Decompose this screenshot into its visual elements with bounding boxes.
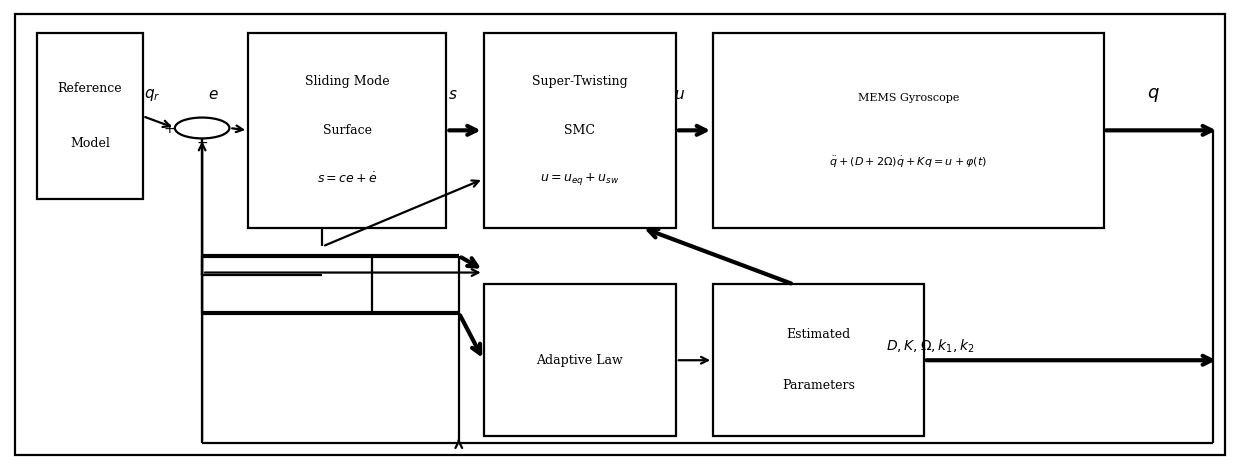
Text: MEMS Gyroscope: MEMS Gyroscope [858, 93, 959, 103]
Bar [713, 33, 1104, 228]
Bar [713, 284, 924, 436]
Text: $-$: $-$ [196, 135, 208, 149]
Bar [248, 33, 446, 228]
Text: $u$: $u$ [675, 88, 684, 102]
Text: Adaptive Law: Adaptive Law [537, 354, 622, 367]
Text: Reference: Reference [57, 82, 123, 95]
Text: $q$: $q$ [1147, 86, 1159, 104]
Circle shape [175, 118, 229, 138]
Text: Surface: Surface [322, 124, 372, 137]
Text: $s$: $s$ [448, 88, 458, 102]
Text: $u=u_{eq}+u_{sw}$: $u=u_{eq}+u_{sw}$ [539, 171, 620, 187]
Text: Estimated: Estimated [786, 328, 851, 341]
Bar [484, 284, 676, 436]
Text: Parameters: Parameters [782, 379, 854, 392]
Text: Super-Twisting: Super-Twisting [532, 75, 627, 88]
Text: $e$: $e$ [208, 88, 218, 102]
Text: $\ddot{q}+(D+2\Omega)\dot{q}+Kq=u+\varphi(t)$: $\ddot{q}+(D+2\Omega)\dot{q}+Kq=u+\varph… [830, 155, 987, 170]
Bar [37, 33, 143, 199]
Text: SMC: SMC [564, 124, 595, 137]
Bar [484, 33, 676, 228]
Text: Sliding Mode: Sliding Mode [305, 75, 389, 88]
Text: $s = ce + \dot{e}$: $s = ce + \dot{e}$ [316, 172, 378, 186]
Text: Model: Model [69, 137, 110, 150]
Text: $+$: $+$ [162, 122, 175, 136]
Text: $D, K, \Omega, k_1, k_2$: $D, K, \Omega, k_1, k_2$ [885, 337, 975, 355]
Text: $q_r$: $q_r$ [144, 87, 161, 103]
